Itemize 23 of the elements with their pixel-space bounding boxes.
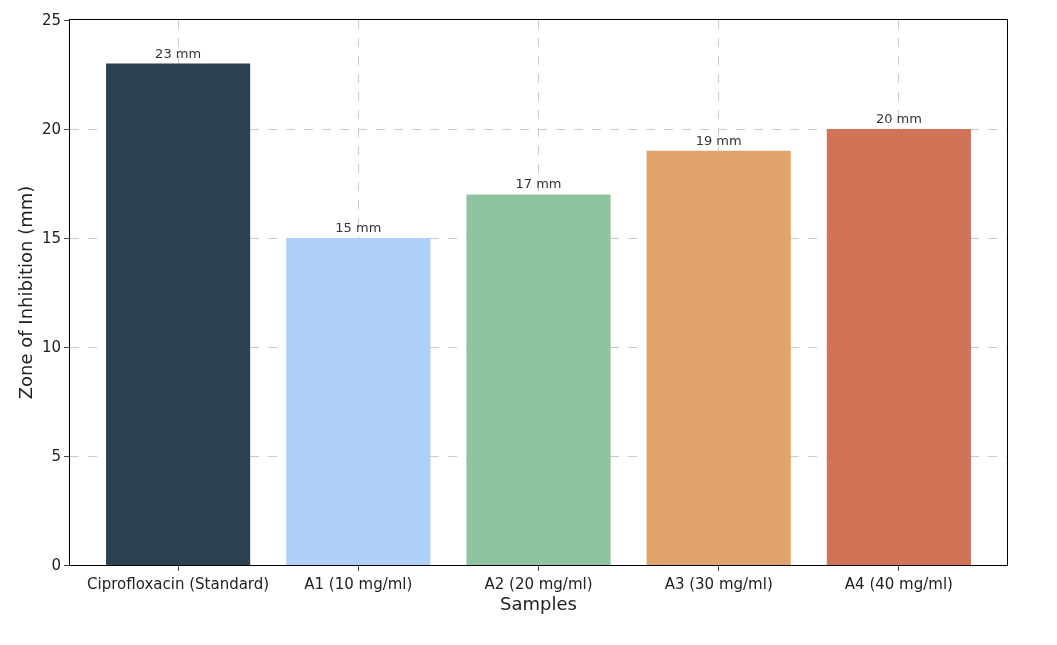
data-label: 20 mm xyxy=(875,111,922,126)
y-axis-title: Zone of Inhibition (mm) xyxy=(15,185,37,400)
data-label: 17 mm xyxy=(515,176,562,192)
y-tick-label: 5 xyxy=(51,447,61,466)
data-label: 23 mm xyxy=(155,45,202,61)
x-tick-label: Ciprofloxacin (Standard) xyxy=(87,575,270,593)
bar xyxy=(466,194,611,565)
x-tick-label: A1 (10 mg/ml) xyxy=(304,575,413,593)
x-tick-label: A3 (30 mg/ml) xyxy=(664,575,773,593)
data-label: 19 mm xyxy=(695,132,742,148)
y-tick-label: 25 xyxy=(41,11,61,30)
bar xyxy=(286,238,431,565)
bar xyxy=(106,63,251,565)
bar xyxy=(826,129,971,565)
x-tick-label: A2 (20 mg/ml) xyxy=(484,575,593,593)
bar xyxy=(646,150,791,565)
y-tick-label: 15 xyxy=(41,229,61,248)
y-tick-label: 10 xyxy=(41,338,61,357)
x-tick-label: A4 (40 mg/ml) xyxy=(844,575,953,593)
y-tick-label: 0 xyxy=(51,556,61,575)
y-tick-label: 20 xyxy=(41,120,61,139)
data-label: 15 mm xyxy=(335,220,382,235)
x-axis-title: Samples xyxy=(500,593,577,614)
